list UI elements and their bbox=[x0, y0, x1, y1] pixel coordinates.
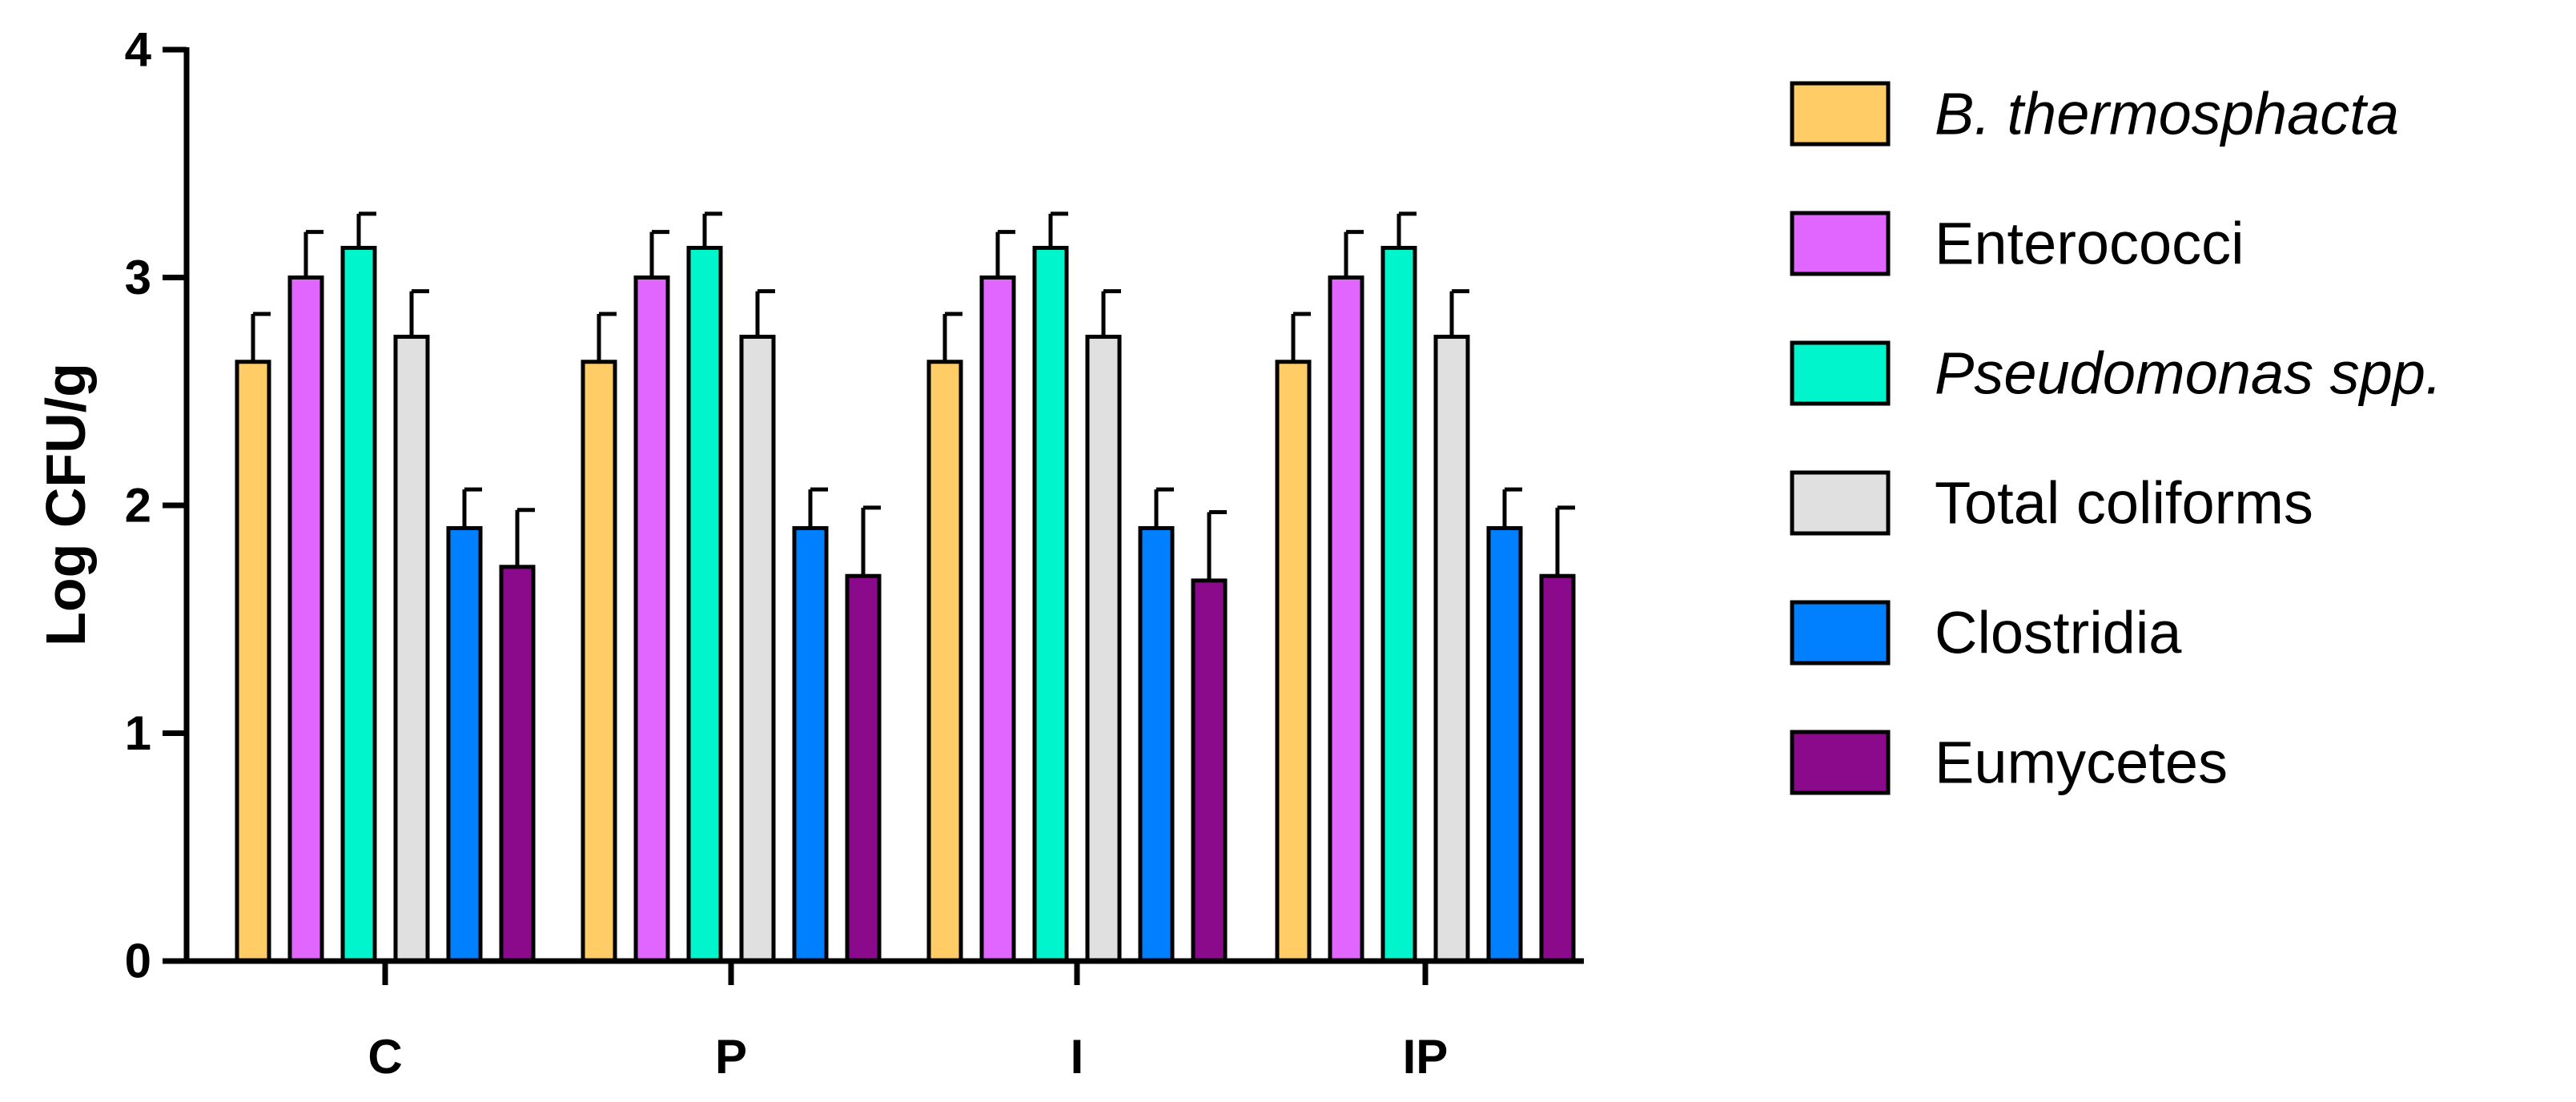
legend-label-1: B. thermosphacta bbox=[1935, 81, 2399, 147]
bar-P-1 bbox=[581, 360, 617, 963]
bar-C-1 bbox=[235, 360, 271, 963]
bar-I-1 bbox=[926, 360, 963, 963]
bar-C-5 bbox=[446, 525, 483, 963]
legend-swatch-2 bbox=[1790, 211, 1891, 276]
legend: B. thermosphacta Enterococci Pseudomonas s… bbox=[1790, 81, 2442, 796]
legend-label-6: Eumycetes bbox=[1935, 730, 2228, 796]
y-axis-title: Log CFU/g bbox=[34, 363, 97, 646]
bar-IP-3 bbox=[1380, 246, 1417, 963]
bar-C-4 bbox=[393, 334, 430, 963]
bar-I-4 bbox=[1085, 334, 1122, 963]
bar-IP-6 bbox=[1539, 573, 1576, 963]
x-tick-label: P bbox=[715, 1030, 747, 1084]
legend-swatch-1 bbox=[1790, 81, 1891, 147]
legend-swatch-6 bbox=[1790, 730, 1891, 795]
bar-P-3 bbox=[686, 246, 723, 963]
legend-swatch-4 bbox=[1790, 470, 1891, 536]
bar-C-2 bbox=[287, 276, 324, 963]
legend-label-2: Enterococci bbox=[1935, 211, 2244, 277]
bar-I-6 bbox=[1191, 578, 1228, 963]
axes-layer: 0 1 2 3 4 C P I IP bbox=[125, 23, 1584, 1084]
y-tick-label: 4 bbox=[125, 23, 152, 77]
x-tick-label: IP bbox=[1403, 1030, 1449, 1084]
legend-swatch-3 bbox=[1790, 340, 1891, 406]
bars-layer bbox=[235, 211, 1576, 963]
bar-P-4 bbox=[739, 334, 776, 963]
legend-swatch-5 bbox=[1790, 600, 1891, 666]
bar-IP-1 bbox=[1275, 360, 1312, 963]
y-tick-label: 3 bbox=[125, 251, 151, 304]
x-tick-label: C bbox=[368, 1030, 402, 1084]
legend-label-5: Clostridia bbox=[1935, 600, 2182, 666]
bar-IP-2 bbox=[1328, 276, 1364, 963]
legend-label-3: Pseudomonas spp. bbox=[1935, 340, 2442, 407]
bar-I-3 bbox=[1032, 246, 1069, 963]
legend-label-4: Total coliforms bbox=[1935, 470, 2313, 537]
bar-IP-4 bbox=[1433, 334, 1470, 963]
bar-I-5 bbox=[1138, 525, 1175, 963]
x-tick-label: I bbox=[1071, 1030, 1084, 1084]
bar-P-2 bbox=[633, 276, 670, 963]
y-tick-label: 2 bbox=[125, 479, 151, 533]
bar-I-2 bbox=[979, 276, 1016, 963]
bar-P-6 bbox=[845, 573, 882, 963]
bar-P-5 bbox=[792, 525, 829, 963]
bar-C-3 bbox=[340, 246, 377, 963]
y-tick-label: 1 bbox=[125, 706, 151, 760]
bar-C-6 bbox=[499, 565, 536, 963]
y-tick-label: 0 bbox=[125, 935, 151, 988]
bar-IP-5 bbox=[1486, 525, 1523, 963]
